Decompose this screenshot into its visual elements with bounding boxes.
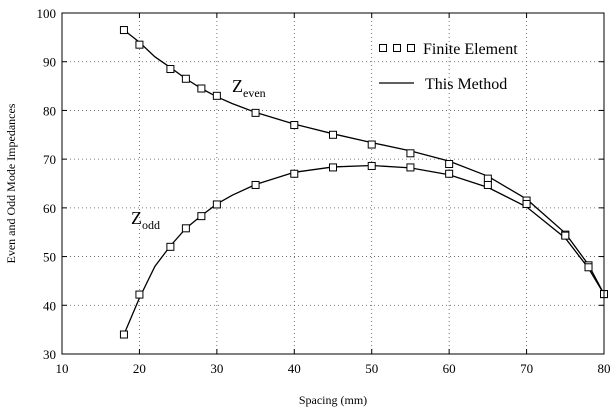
z-even-fe-marker	[251, 108, 260, 117]
z-even-method-line	[123, 29, 605, 295]
x-tick-label: 30	[210, 361, 223, 376]
z-odd-fe-marker	[135, 290, 144, 299]
annotation-z-even-sub: even	[243, 86, 266, 100]
z-even-fe-marker	[197, 84, 206, 93]
x-tick-label: 70	[520, 361, 533, 376]
z-even-fe-marker	[212, 91, 221, 100]
z-odd-fe-marker	[406, 163, 415, 172]
x-tick-label: 60	[443, 361, 456, 376]
x-tick-label: 80	[598, 361, 611, 376]
z-odd-fe-marker	[483, 180, 492, 189]
z-odd-method-line	[123, 164, 605, 335]
legend-fe-markers	[379, 44, 415, 52]
y-tick-label: 70	[43, 152, 56, 167]
y-tick-label: 50	[43, 250, 56, 265]
z-odd-fe-marker	[166, 242, 175, 251]
data-markers	[119, 26, 608, 339]
axis-ticks	[61, 12, 605, 355]
tick-labels: 10 20 30 40 50 60 70 80 30 40 50 60 70 80 90 100	[37, 6, 611, 376]
z-odd-fe-marker	[181, 224, 190, 233]
x-axis-label: Spacing (mm)	[299, 393, 367, 407]
y-axis-label: Even and Odd Mode Impedances	[4, 103, 18, 263]
plot-frame	[61, 12, 605, 355]
legend-fe-marker	[393, 44, 401, 52]
z-even-fe-marker	[181, 74, 190, 83]
z-odd-fe-marker	[367, 161, 376, 170]
z-odd-fe-marker	[197, 212, 206, 221]
z-odd-fe-marker	[212, 200, 221, 209]
x-tick-label: 40	[288, 361, 301, 376]
z-odd-fe-marker	[561, 231, 570, 240]
y-tick-label: 100	[37, 6, 57, 21]
legend-fe-marker	[379, 44, 387, 52]
z-odd-fe-marker	[290, 169, 299, 178]
z-odd-fe-marker	[584, 263, 593, 272]
y-tick-label: 60	[43, 201, 56, 216]
legend-fe-marker	[407, 44, 415, 52]
legend: Finite Element This Method	[379, 41, 518, 93]
z-even-fe-marker	[135, 40, 144, 49]
z-even-fe-marker	[367, 140, 376, 149]
y-tick-label: 90	[43, 55, 56, 70]
z-odd-fe-marker	[329, 163, 337, 172]
z-even-fe-marker	[290, 121, 299, 130]
y-tick-label: 80	[43, 103, 56, 118]
z-odd-fe-marker	[251, 180, 260, 189]
z-even-fe-marker	[166, 65, 175, 74]
x-tick-label: 50	[365, 361, 378, 376]
y-tick-label: 40	[43, 298, 56, 313]
annotation-z-odd-main: Z	[131, 208, 142, 228]
x-tick-label: 20	[133, 361, 146, 376]
annotation-z-even: Zeven	[232, 76, 266, 100]
annotation-z-odd-sub: odd	[142, 218, 160, 232]
series-lines	[123, 29, 605, 335]
grid-lines	[62, 13, 604, 354]
z-odd-fe-marker	[445, 169, 454, 178]
z-even-fe-marker	[329, 130, 337, 139]
legend-fe-label: Finite Element	[423, 41, 518, 58]
legend-method-label: This Method	[425, 76, 507, 93]
z-odd-fe-marker	[119, 330, 128, 339]
z-odd-fe-marker	[522, 199, 531, 208]
annotation-z-odd: Zodd	[131, 208, 160, 232]
z-even-fe-marker	[119, 26, 128, 35]
x-tick-label: 10	[56, 361, 69, 376]
z-even-fe-marker	[445, 160, 454, 169]
annotation-z-even-main: Z	[232, 76, 243, 96]
z-even-fe-marker	[406, 149, 415, 158]
y-tick-label: 30	[43, 347, 56, 362]
